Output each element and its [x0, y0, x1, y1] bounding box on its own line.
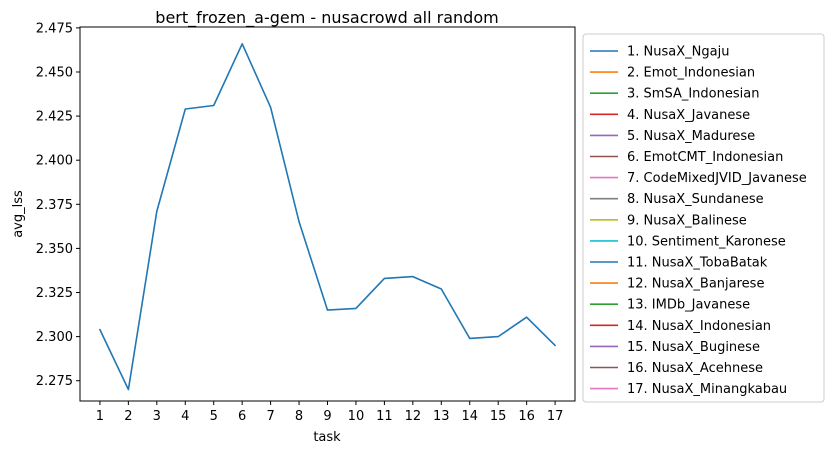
- y-tick-label: 2.400: [36, 154, 73, 169]
- y-axis-ticks: 2.275 2.300 2.325 2.350 2.375 2.400 2.425 2.450…: [36, 21, 80, 389]
- y-tick-label: 2.450: [36, 65, 73, 80]
- legend-label: 17. NusaX_Minangkabau: [627, 382, 787, 397]
- legend-label: 2. Emot_Indonesian: [627, 66, 755, 81]
- legend: 1. NusaX_Ngaju 2. Emot_Indonesian 3. SmSA_…: [582, 33, 825, 403]
- legend-label: 5. NusaX_Madurese: [627, 129, 755, 144]
- x-tick-label: 3: [153, 409, 161, 424]
- x-tick-label: 17: [547, 409, 564, 424]
- x-axis-label: task: [313, 430, 341, 445]
- legend-label: 8. NusaX_Sundanese: [627, 192, 764, 207]
- x-tick-label: 12: [405, 409, 422, 424]
- legend-label: 14. NusaX_Indonesian: [627, 319, 771, 334]
- x-tick-label: 10: [348, 409, 365, 424]
- x-axis-ticks: 1 2 3 4 5 6 7 8 9 10 11 12 13 14 15 16 17: [96, 401, 564, 424]
- y-tick-label: 2.300: [36, 330, 73, 345]
- x-tick-label: 9: [323, 409, 331, 424]
- legend-label: 4. NusaX_Javanese: [627, 108, 750, 123]
- x-tick-label: 7: [266, 409, 274, 424]
- legend-items: 1. NusaX_Ngaju 2. Emot_Indonesian 3. SmSA_…: [590, 45, 807, 397]
- legend-label: 11. NusaX_TobaBatak: [627, 256, 768, 271]
- x-tick-label: 14: [461, 409, 478, 424]
- legend-label: 3. SmSA_Indonesian: [627, 87, 759, 102]
- legend-label: 6. EmotCMT_Indonesian: [627, 150, 783, 165]
- x-tick-label: 6: [238, 409, 246, 424]
- series-line: [99, 42, 556, 391]
- legend-label: 16. NusaX_Acehnese: [627, 361, 763, 376]
- x-tick-label: 4: [181, 409, 189, 424]
- legend-label: 9. NusaX_Balinese: [627, 213, 747, 228]
- x-tick-label: 2: [124, 409, 132, 424]
- chart-title: bert_frozen_a-gem - nusacrowd all random: [155, 8, 498, 28]
- y-tick-label: 2.350: [36, 242, 73, 257]
- legend-label: 15. NusaX_Buginese: [627, 340, 760, 355]
- x-tick-label: 16: [518, 409, 535, 424]
- y-tick-label: 2.375: [36, 198, 73, 213]
- x-tick-label: 13: [433, 409, 450, 424]
- x-tick-label: 15: [490, 409, 507, 424]
- y-axis-label: avg_lss: [11, 190, 26, 238]
- y-tick-label: 2.275: [36, 374, 73, 389]
- legend-label: 12. NusaX_Banjarese: [627, 277, 764, 292]
- legend-label: 1. NusaX_Ngaju: [627, 45, 729, 60]
- series-layer: [99, 42, 556, 391]
- x-tick-label: 11: [376, 409, 393, 424]
- y-tick-label: 2.425: [36, 110, 73, 125]
- x-tick-label: 1: [96, 409, 104, 424]
- legend-label: 13. IMDb_Javanese: [627, 298, 750, 313]
- legend-label: 10. Sentiment_Karonese: [627, 234, 786, 249]
- plot-frame: [79, 26, 576, 402]
- x-tick-label: 8: [295, 409, 303, 424]
- legend-frame: [582, 33, 825, 403]
- y-tick-label: 2.325: [36, 286, 73, 301]
- x-tick-label: 5: [210, 409, 218, 424]
- y-tick-label: 2.475: [36, 21, 73, 36]
- legend-label: 7. CodeMixedJVID_Javanese: [627, 171, 807, 186]
